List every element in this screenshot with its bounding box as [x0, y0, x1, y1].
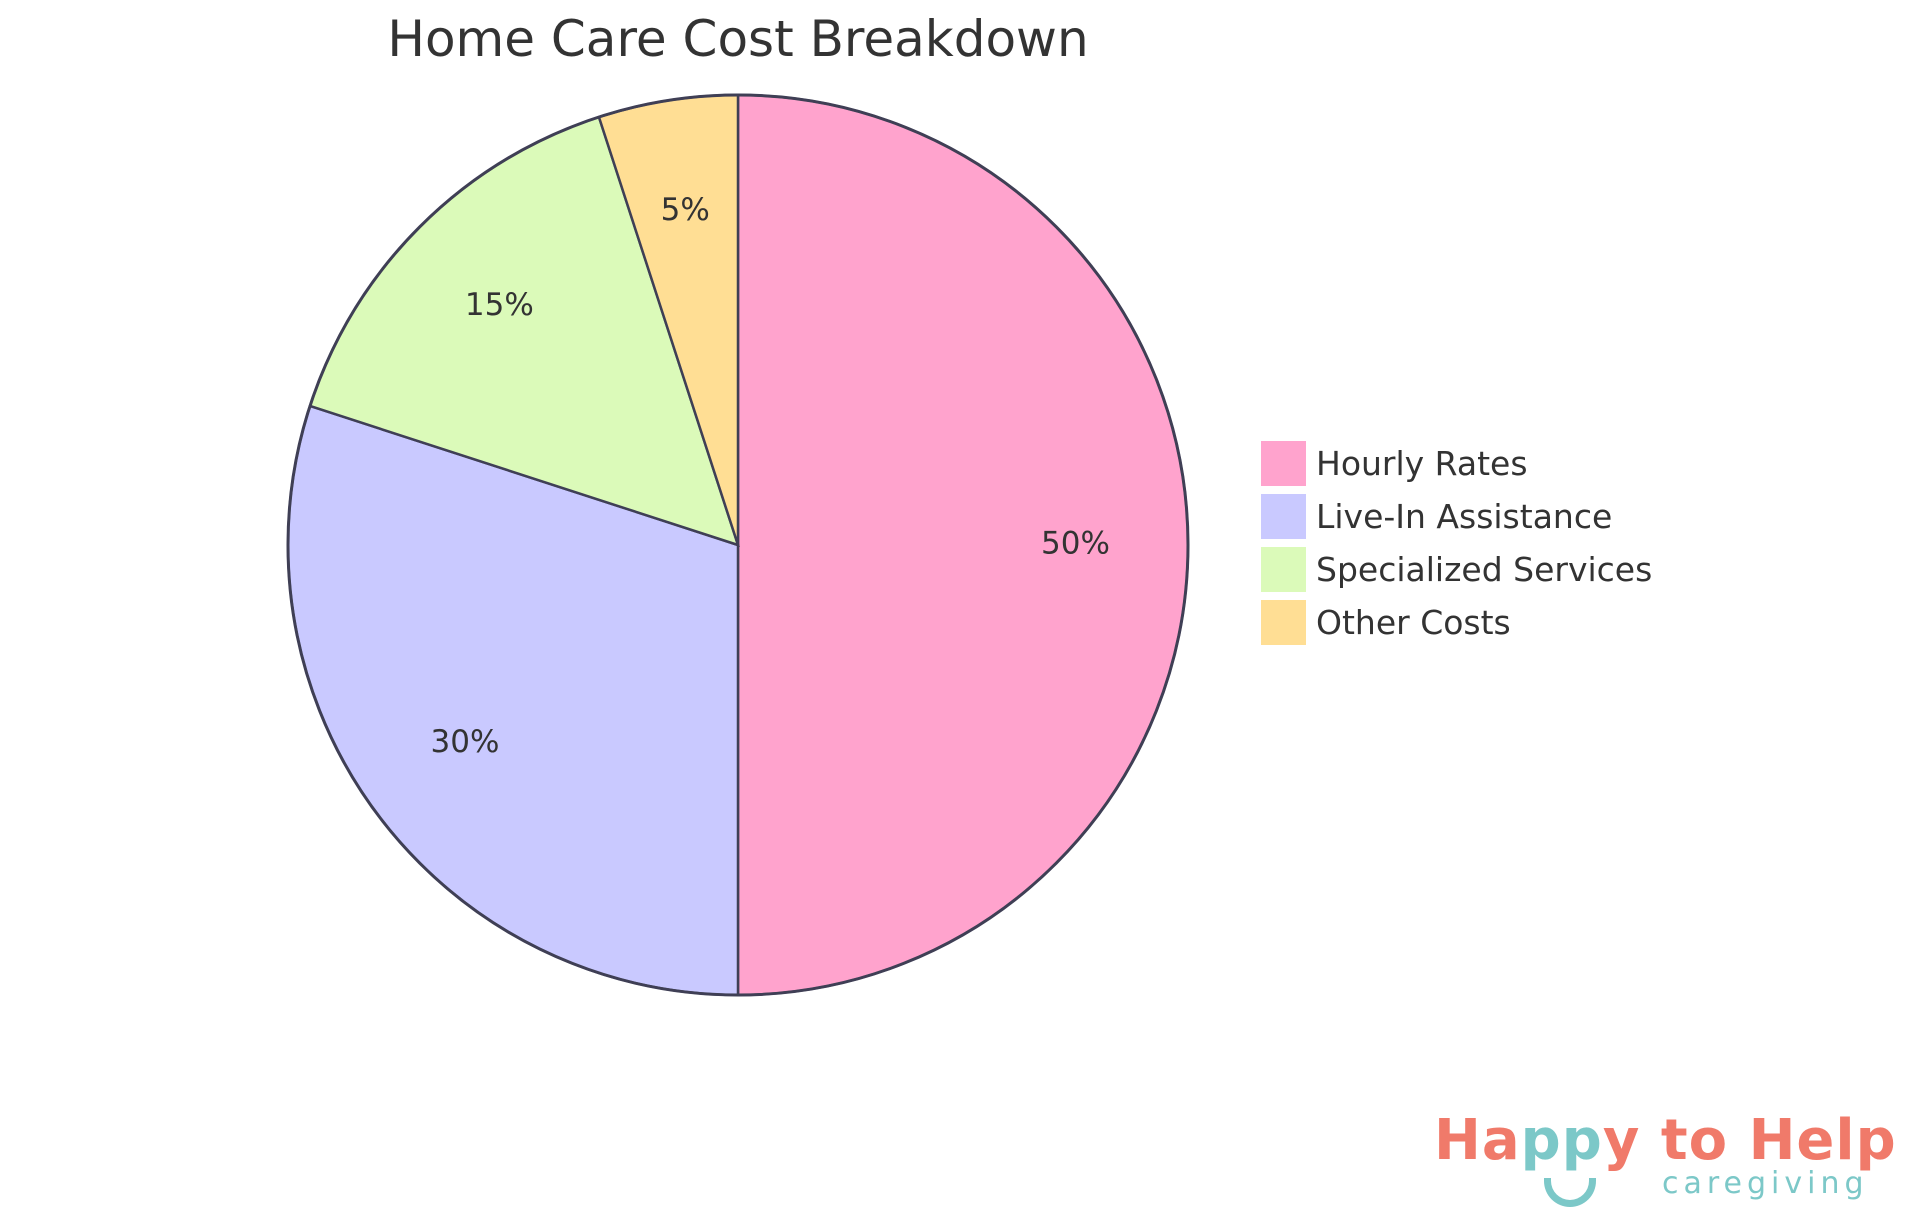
legend-item: Live-In Assistance: [1261, 490, 1652, 543]
slice-label: 50%: [1041, 526, 1110, 562]
legend-label: Hourly Rates: [1316, 444, 1528, 483]
legend-label: Other Costs: [1316, 603, 1511, 642]
logo-subtext: caregiving: [1662, 1166, 1869, 1201]
legend-swatch: [1261, 494, 1306, 539]
slice-label: 5%: [661, 192, 710, 228]
slice-label: 15%: [465, 287, 534, 323]
legend-item: Other Costs: [1261, 596, 1652, 649]
logo-text: Happy to Help: [1434, 1108, 1897, 1173]
legend-label: Live-In Assistance: [1316, 497, 1613, 536]
legend-item: Hourly Rates: [1261, 437, 1652, 490]
pie-slice-hourly-rates: [736, 93, 1190, 997]
legend: Hourly Rates Live-In Assistance Specialize…: [1261, 437, 1652, 649]
logo-smile-icon: [1544, 1178, 1596, 1207]
slice-label: 30%: [431, 724, 500, 760]
pie-outline: [286, 93, 1190, 997]
legend-item: Specialized Services: [1261, 543, 1652, 596]
chart-title: Home Care Cost Breakdown: [387, 10, 1089, 68]
brand-logo: Happy to Help caregiving: [1434, 1108, 1904, 1208]
legend-swatch: [1261, 441, 1306, 486]
legend-label: Specialized Services: [1316, 550, 1653, 589]
legend-swatch: [1261, 547, 1306, 592]
legend-swatch: [1261, 600, 1306, 645]
